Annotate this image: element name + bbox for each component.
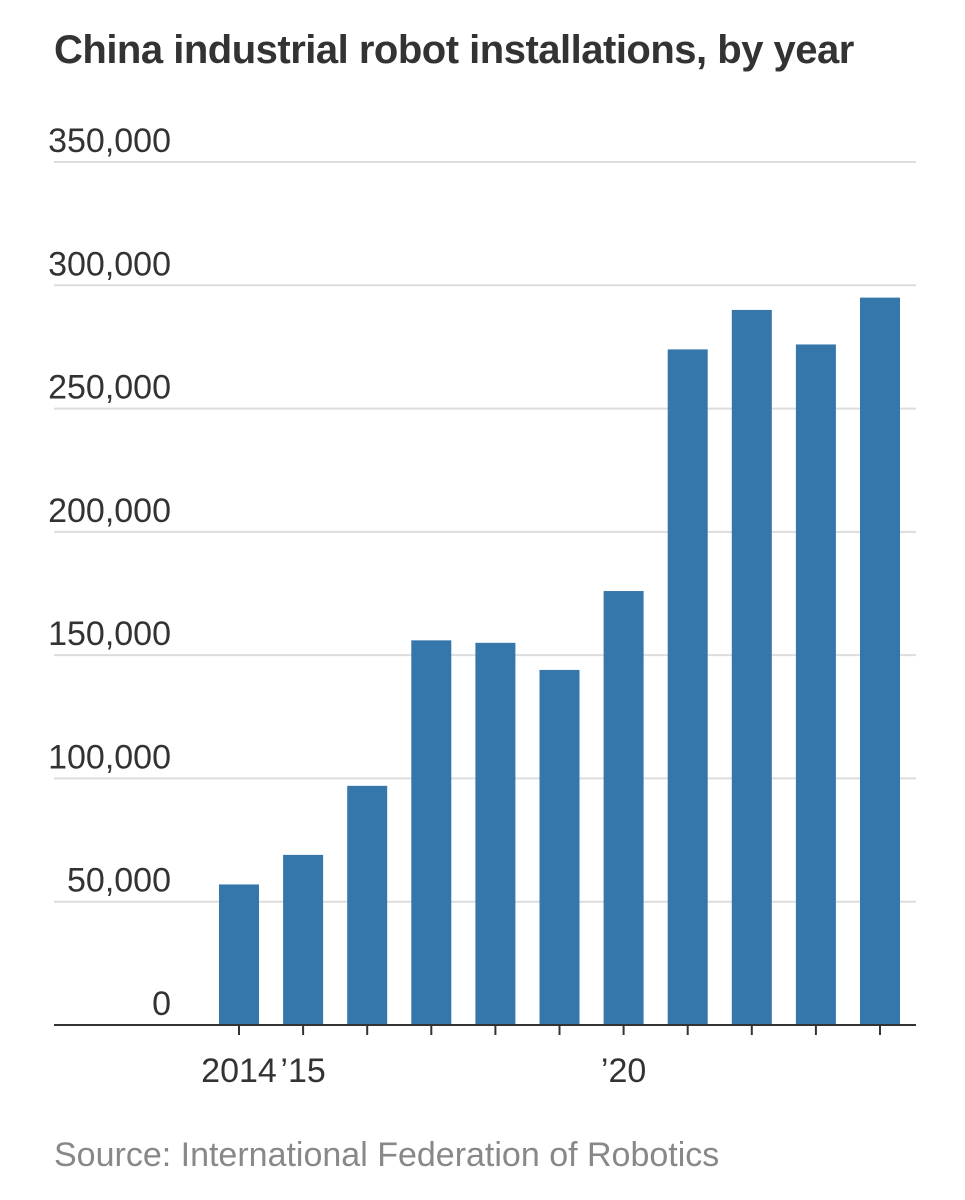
bar-2017 — [411, 640, 452, 1025]
y-tick-label: 100,000 — [48, 738, 171, 776]
y-tick-label: 250,000 — [48, 369, 171, 407]
source-note: Source: International Federation of Robo… — [54, 1136, 720, 1174]
bar-2014 — [219, 884, 259, 1025]
x-axis-labels: 2014’15 ’20 — [201, 1052, 646, 1090]
x-tick-label: ’20 — [601, 1052, 646, 1090]
chart-title: China industrial robot installations, by… — [54, 28, 854, 72]
bar-2020 — [603, 591, 644, 1025]
x-tick-label: 2014 — [201, 1052, 277, 1090]
bar-2024 — [860, 297, 900, 1026]
y-tick-label: 150,000 — [48, 615, 171, 653]
y-tick-label: 0 — [152, 985, 171, 1023]
y-tick-label: 300,000 — [48, 245, 171, 283]
y-tick-label: 50,000 — [67, 862, 171, 900]
y-axis-labels: 0 50,000 100,000 150,000 200,000 250,000 300,0… — [48, 122, 171, 1023]
bar-2018 — [475, 642, 516, 1025]
bars — [219, 297, 900, 1026]
x-tick-label: ’15 — [280, 1052, 325, 1090]
bar-2016 — [347, 785, 388, 1025]
bar-2022 — [731, 309, 772, 1025]
bar-2019 — [539, 669, 580, 1025]
bar-2015 — [283, 854, 324, 1025]
y-tick-label: 350,000 — [48, 122, 171, 160]
bar-2023 — [795, 344, 836, 1025]
y-tick-label: 200,000 — [48, 492, 171, 530]
x-axis-ticks — [238, 1025, 881, 1035]
bar-2021 — [667, 349, 708, 1025]
